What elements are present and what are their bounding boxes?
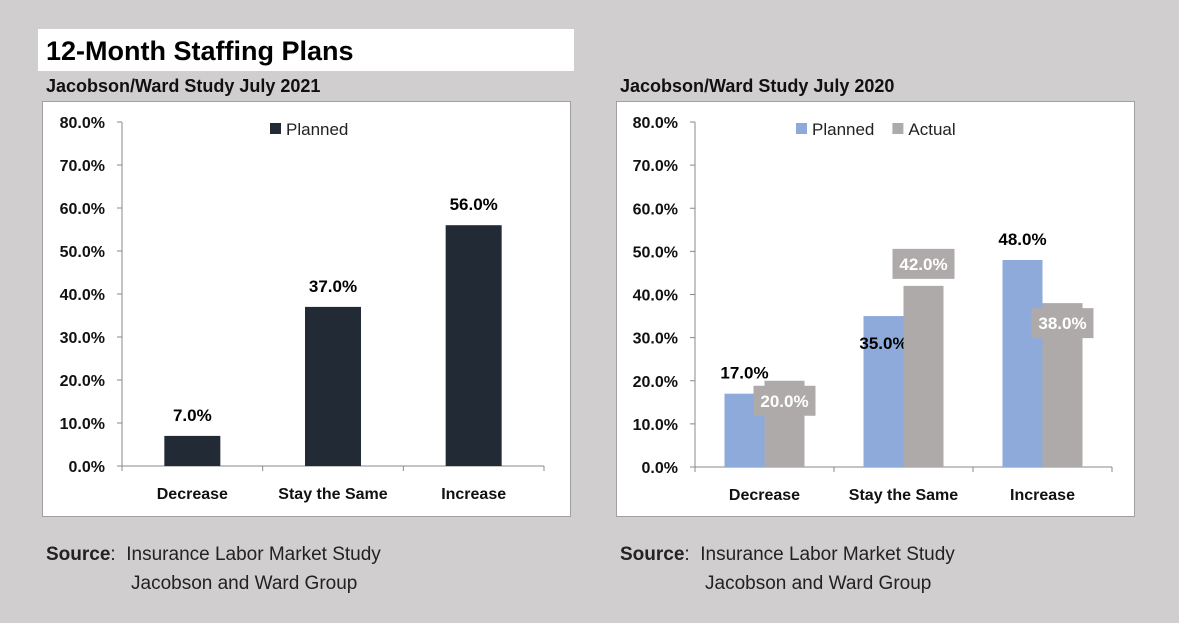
data-label: 42.0%	[899, 255, 947, 274]
y-tick-label: 50.0%	[60, 244, 105, 261]
data-label: 38.0%	[1038, 314, 1086, 333]
source-label: Source	[46, 544, 111, 565]
bar-planned	[305, 306, 361, 466]
x-tick-label: Increase	[441, 486, 506, 503]
data-label: 56.0%	[450, 195, 498, 214]
data-label: 48.0%	[998, 230, 1046, 249]
source-label: Source	[620, 544, 685, 565]
chart-title-2021: Jacobson/Ward Study July 2021	[46, 76, 321, 96]
data-label: 17.0%	[720, 364, 768, 383]
data-label-box	[1031, 308, 1094, 339]
data-label: 35.0%	[859, 334, 907, 353]
y-tick-label: 40.0%	[60, 287, 105, 304]
chart-title-2020: Jacobson/Ward Study July 2020	[620, 76, 895, 96]
x-tick-label: Stay the Same	[278, 486, 387, 503]
chart-2020: 0.0% 10.0% 20.0% 30.0% 40.0% 50.0% 60.0% 70.0% 8…	[616, 101, 1135, 517]
y-tick-label: 10.0%	[60, 416, 105, 433]
y-tick-label: 0.0%	[69, 459, 105, 476]
y-tick-label: 80.0%	[60, 115, 105, 132]
y-tick-label: 20.0%	[60, 373, 105, 390]
data-label: 20.0%	[760, 392, 808, 411]
y-tick-label: 80.0%	[633, 115, 678, 132]
source-line2: Jacobson and Ward Group	[705, 573, 932, 594]
bar-planned	[445, 225, 502, 466]
y-tick-label: 70.0%	[633, 158, 678, 175]
y-tick-label: 60.0%	[60, 201, 105, 218]
bar-actual	[903, 285, 944, 467]
source-line1: Insurance Labor Market Study	[126, 544, 381, 565]
x-tick-label: Stay the Same	[849, 487, 958, 504]
page-title: 12-Month Staffing Plans	[38, 29, 574, 71]
y-tick-label: 30.0%	[633, 331, 678, 348]
data-label: 37.0%	[309, 277, 357, 296]
y-tick-label: 0.0%	[642, 460, 678, 477]
legend-swatch-actual	[892, 123, 904, 134]
y-tick-label: 50.0%	[633, 244, 678, 261]
y-tick-label: 70.0%	[60, 158, 105, 175]
y-tick-label: 40.0%	[633, 288, 678, 305]
bar-planned	[164, 435, 221, 466]
source-right: Source: Insurance Labor Market Study Jac…	[620, 540, 955, 598]
bar-planned	[863, 316, 904, 467]
legend-swatch-planned	[270, 123, 281, 134]
legend-label-actual: Actual	[908, 120, 955, 139]
source-left: Source: Insurance Labor Market Study Jac…	[46, 540, 381, 598]
y-tick-label: 60.0%	[633, 201, 678, 218]
source-sep: :	[684, 544, 701, 565]
chart-2021: 0.0% 10.0% 20.0% 30.0% 40.0% 50.0% 60.0% 70.0% 8…	[42, 101, 571, 517]
y-tick-label: 20.0%	[633, 374, 678, 391]
legend-swatch-planned	[796, 123, 807, 134]
chart-2020-svg: 0.0% 10.0% 20.0% 30.0% 40.0% 50.0% 60.0% 70.0% 8…	[633, 115, 1113, 504]
x-tick-label: Increase	[1010, 487, 1075, 504]
x-tick-label: Decrease	[729, 487, 800, 504]
data-label: 7.0%	[173, 406, 212, 425]
y-tick-label: 30.0%	[60, 330, 105, 347]
legend-label-planned: Planned	[286, 120, 348, 139]
source-line2: Jacobson and Ward Group	[131, 573, 358, 594]
bar-planned	[1002, 260, 1043, 467]
chart-2021-svg: 0.0% 10.0% 20.0% 30.0% 40.0% 50.0% 60.0% 70.0% 8…	[60, 115, 545, 503]
source-line1: Insurance Labor Market Study	[700, 544, 955, 565]
source-sep: :	[110, 544, 127, 565]
x-tick-label: Decrease	[157, 486, 228, 503]
data-label-box	[753, 385, 816, 416]
y-tick-label: 10.0%	[633, 417, 678, 434]
data-label-box	[892, 248, 955, 279]
legend-label-planned: Planned	[812, 120, 874, 139]
